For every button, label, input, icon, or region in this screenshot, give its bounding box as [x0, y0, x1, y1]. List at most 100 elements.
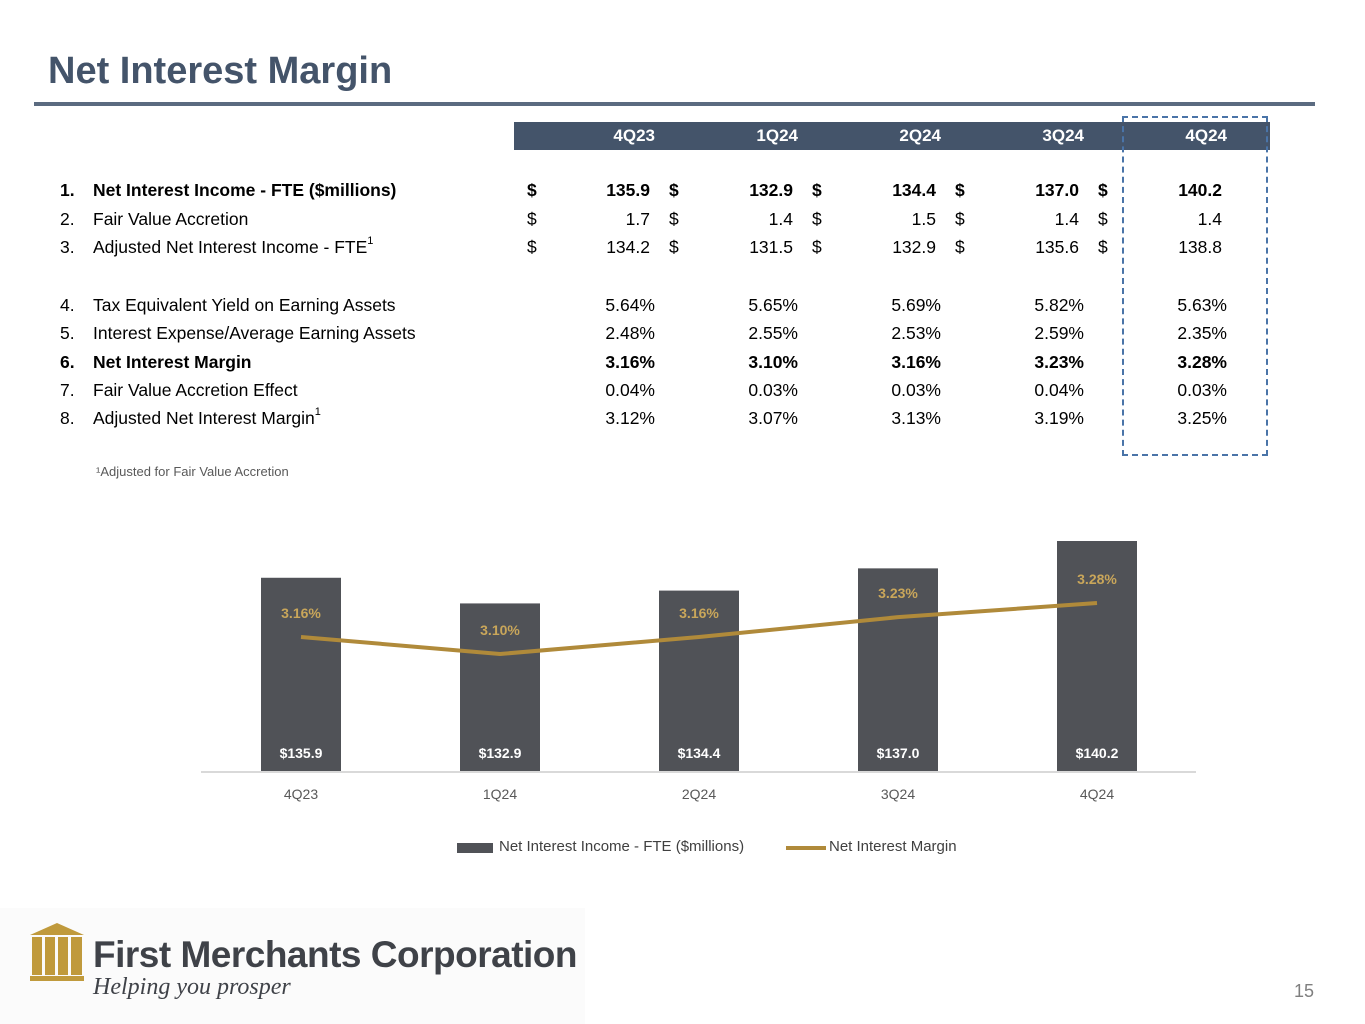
row-number: 4. — [60, 295, 75, 315]
nii-bar — [261, 577, 341, 771]
logo-tagline: Helping you prosper — [93, 974, 291, 1000]
dollar-sign: $ — [527, 180, 537, 200]
row-label: Net Interest Income - FTE ($millions) — [93, 180, 396, 201]
bar-data-label: $140.2 — [1076, 745, 1119, 761]
cell-value: 0.03% — [891, 380, 941, 400]
cell-value: 135.9 — [606, 180, 650, 200]
cell-value: 140.2 — [1178, 180, 1222, 200]
logo-company-name: First Merchants Corporation — [93, 934, 578, 975]
cell-value: 1.4 — [768, 209, 793, 229]
dollar-sign: $ — [955, 180, 965, 200]
row-label-text: Net Interest Margin — [93, 352, 252, 372]
dollar-sign: $ — [669, 209, 679, 229]
column-header-1q24: 1Q24 — [756, 126, 798, 145]
row-footnote-marker: 1 — [314, 406, 321, 419]
cell-value: 5.63% — [1177, 295, 1227, 315]
row-label-text: Tax Equivalent Yield on Earning Assets — [93, 295, 396, 315]
cell-value: 0.04% — [605, 380, 655, 400]
title-rule — [34, 102, 1315, 106]
row-label-text: Adjusted Net Interest Income - FTE — [93, 237, 368, 257]
cell-value: 138.8 — [1178, 237, 1222, 257]
cell-value: 5.65% — [748, 295, 798, 315]
column-header-2q24: 2Q24 — [899, 126, 941, 145]
table-row: 4. Tax Equivalent Yield on Earning Assets… — [0, 295, 1365, 321]
table-row: 7. Fair Value Accretion Effect 0.04% 0.03% 0… — [0, 380, 1365, 406]
column-header-4q24: 4Q24 — [1185, 126, 1227, 145]
cell-value: 3.07% — [748, 408, 798, 428]
row-number: 3. — [60, 237, 75, 257]
dollar-sign: $ — [1098, 209, 1108, 229]
cell-value: 2.35% — [1177, 323, 1227, 343]
row-number: 6. — [60, 352, 75, 372]
line-data-label: 3.10% — [480, 622, 520, 638]
row-label-text: Interest Expense/Average Earning Assets — [93, 323, 416, 343]
cell-value: 0.03% — [1177, 380, 1227, 400]
line-data-label: 3.23% — [878, 585, 918, 601]
row-label: Adjusted Net Interest Margin1 — [93, 406, 321, 429]
cell-value: 134.4 — [892, 180, 936, 200]
building-icon — [30, 923, 84, 981]
cell-value: 5.82% — [1034, 295, 1084, 315]
cell-value: 1.5 — [911, 209, 936, 229]
cell-value: 2.53% — [891, 323, 941, 343]
cell-value: 3.16% — [891, 352, 941, 372]
cell-value: 0.03% — [748, 380, 798, 400]
cell-value: 2.59% — [1034, 323, 1084, 343]
legend-label-nim: Net Interest Margin — [829, 838, 957, 855]
row-number: 7. — [60, 380, 75, 400]
cell-value: 131.5 — [749, 237, 793, 257]
row-label-text: Net Interest Income - FTE ($millions) — [93, 180, 397, 200]
footnote: ¹Adjusted for Fair Value Accretion — [96, 464, 289, 479]
cell-value: 2.55% — [748, 323, 798, 343]
row-footnote-marker: 1 — [367, 235, 374, 248]
dollar-sign: $ — [1098, 237, 1108, 257]
legend-swatch-bar — [457, 843, 493, 853]
cell-value: 132.9 — [749, 180, 793, 200]
dollar-sign: $ — [812, 209, 822, 229]
dollar-sign: $ — [1098, 180, 1108, 200]
row-number: 2. — [60, 209, 75, 229]
cell-value: 3.28% — [1177, 352, 1227, 372]
cell-value: 3.13% — [891, 408, 941, 428]
column-header-4q23: 4Q23 — [613, 126, 655, 145]
cell-value: 3.16% — [605, 352, 655, 372]
row-label-text: Adjusted Net Interest Margin — [93, 408, 315, 428]
x-tick-label: 3Q24 — [881, 786, 915, 802]
row-number: 1. — [60, 180, 75, 200]
legend-label-nii: Net Interest Income - FTE ($millions) — [499, 838, 745, 855]
dollar-sign: $ — [527, 209, 537, 229]
row-label: Tax Equivalent Yield on Earning Assets — [93, 295, 396, 316]
dollar-sign: $ — [527, 237, 537, 257]
x-tick-label: 4Q24 — [1080, 786, 1114, 802]
row-number: 5. — [60, 323, 75, 343]
cell-value: 0.04% — [1034, 380, 1084, 400]
cell-value: 137.0 — [1035, 180, 1079, 200]
table-row: 5. Interest Expense/Average Earning Asset… — [0, 323, 1365, 349]
table-header-bar — [514, 122, 1270, 150]
row-label: Adjusted Net Interest Income - FTE1 — [93, 235, 374, 258]
cell-value: 3.10% — [748, 352, 798, 372]
dollar-sign: $ — [812, 180, 822, 200]
cell-value: 5.64% — [605, 295, 655, 315]
dollar-sign: $ — [955, 209, 965, 229]
x-tick-label: 1Q24 — [483, 786, 517, 802]
cell-value: 132.9 — [892, 237, 936, 257]
nii-bar — [460, 603, 540, 771]
dollar-sign: $ — [669, 180, 679, 200]
cell-value: 1.4 — [1197, 209, 1222, 229]
x-tick-label: 4Q23 — [284, 786, 318, 802]
cell-value: 3.12% — [605, 408, 655, 428]
cell-value: 5.69% — [891, 295, 941, 315]
table-row: 2. Fair Value Accretion $1.7 $1.4 $1.5 $1.4 $1… — [0, 209, 1365, 235]
cell-value: 2.48% — [605, 323, 655, 343]
cell-value: 3.25% — [1177, 408, 1227, 428]
page-title: Net Interest Margin — [48, 50, 393, 92]
row-number: 8. — [60, 408, 75, 428]
bar-data-label: $137.0 — [877, 745, 920, 761]
highlight-box-4q24 — [1122, 116, 1268, 456]
row-label: Fair Value Accretion Effect — [93, 380, 298, 401]
nii-bar — [1057, 541, 1137, 771]
nim-line — [300, 601, 1098, 656]
line-data-label: 3.16% — [679, 605, 719, 621]
nim-chart: $135.9 4Q23 $132.9 1Q24 $134.4 2Q24 $137.0 3Q24… — [201, 541, 1196, 802]
